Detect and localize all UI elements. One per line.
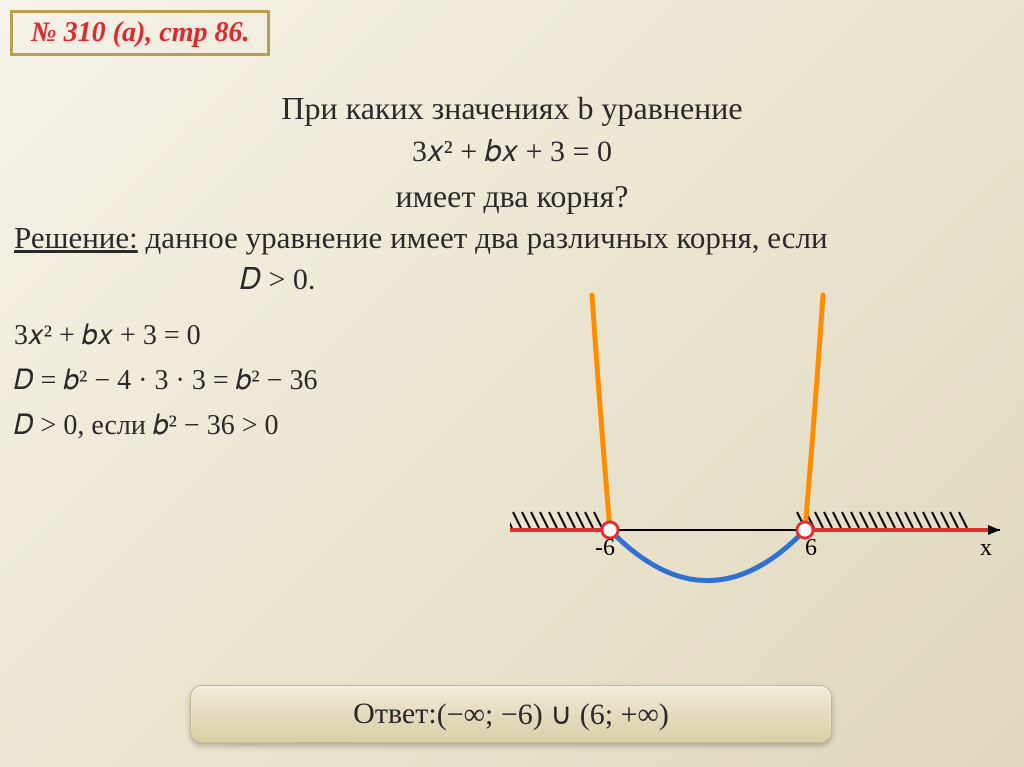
problem-header-box: № 310 (а), стр 86. (10, 10, 270, 56)
eq3-word: если (91, 410, 153, 441)
number-line-diagram: -6 6 х (510, 290, 1010, 610)
question-line1: При каких значениях b уравнение (0, 90, 1024, 127)
main-equation: 3𝑥² + 𝑏𝑥 + 3 = 0 (0, 135, 1024, 169)
svg-text:-6: -6 (595, 535, 615, 561)
svg-text:6: 6 (805, 535, 817, 561)
equation-3: 𝐷 > 0, если 𝑏² − 36 > 0 (14, 410, 279, 442)
eq3-left: 𝐷 > 0, (14, 410, 91, 441)
equation-2: 𝐷 = 𝑏² − 4 · 3 · 3 = 𝑏² − 36 (14, 365, 317, 397)
equation-1: 3𝑥² + 𝑏𝑥 + 3 = 0 (14, 320, 201, 352)
svg-text:х: х (980, 535, 992, 561)
problem-header: № 310 (а), стр 86. (31, 17, 249, 48)
answer-box: Ответ: (−∞; −6) ∪ (6; +∞) (190, 685, 832, 743)
solution-label: Решение: (14, 220, 138, 255)
solution-text: данное уравнение имеет два различных кор… (138, 220, 828, 255)
answer-label: Ответ: (353, 697, 437, 731)
question-line2: имеет два корня? (0, 178, 1024, 215)
eq3-right: 𝑏² − 36 > 0 (153, 410, 279, 441)
solution-intro: Решение: данное уравнение имеет два разл… (14, 218, 1004, 258)
answer-value: (−∞; −6) ∪ (6; +∞) (437, 697, 669, 732)
discriminant-condition: 𝐷 > 0. (240, 263, 315, 297)
